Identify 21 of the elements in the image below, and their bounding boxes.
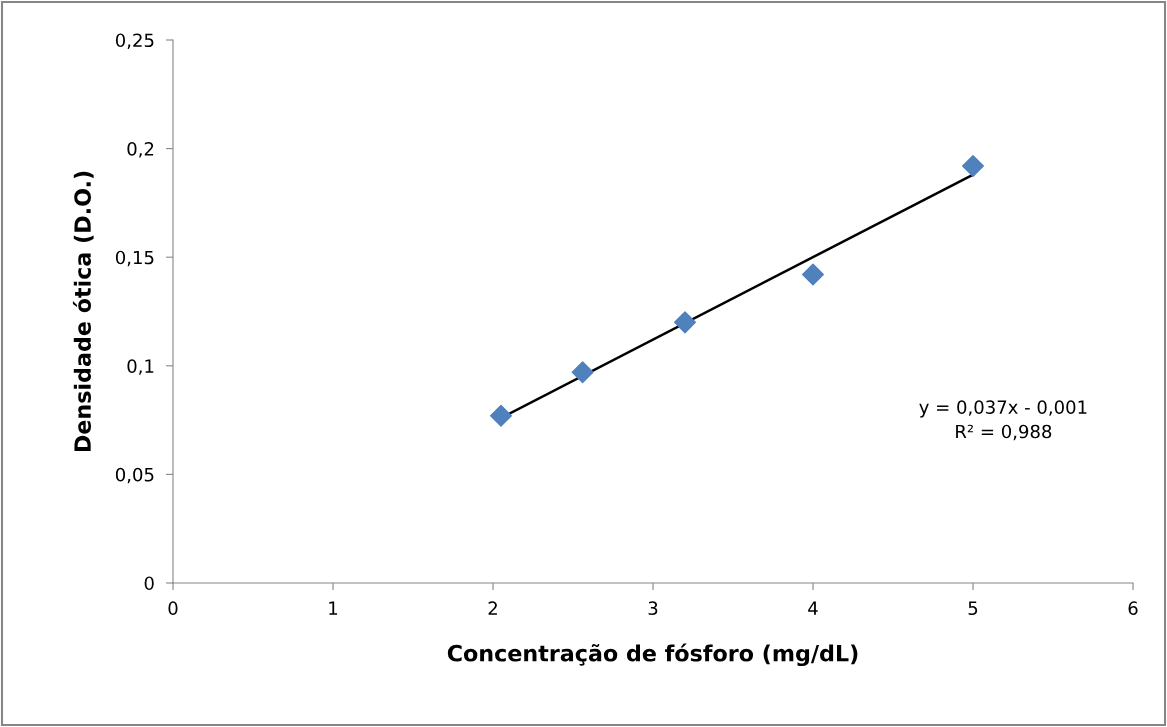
y-tick-label: 0 [144,576,154,591]
x-tick-label: 6 [1128,601,1138,616]
point [571,361,594,384]
y-tick-label: 0,05 [115,467,154,484]
point [490,404,512,427]
y-axis-title: Densidade ótica (D.O.) [72,171,94,452]
y-tick-label: 0,15 [115,250,154,267]
point [674,311,696,334]
x-tick-label: 0 [168,601,178,616]
x-tick-label: 2 [488,601,497,615]
y-tick-label: 0,25 [115,33,154,49]
x-tick-label: 4 [808,601,818,615]
x-tick-label: 1 [329,601,338,615]
point [802,263,824,286]
x-tick-label: 3 [648,601,658,616]
annotation: y = 0,037x - 0,001 R² = 0,988 [919,400,1087,441]
x-axis-title: Concentração de fósforo (mg/dL) [447,643,858,667]
y-tick-label: 0,1 [127,359,154,375]
x-tick-label: 5 [968,601,978,616]
y-tick-label: 0,2 [127,142,154,158]
point [962,154,984,177]
